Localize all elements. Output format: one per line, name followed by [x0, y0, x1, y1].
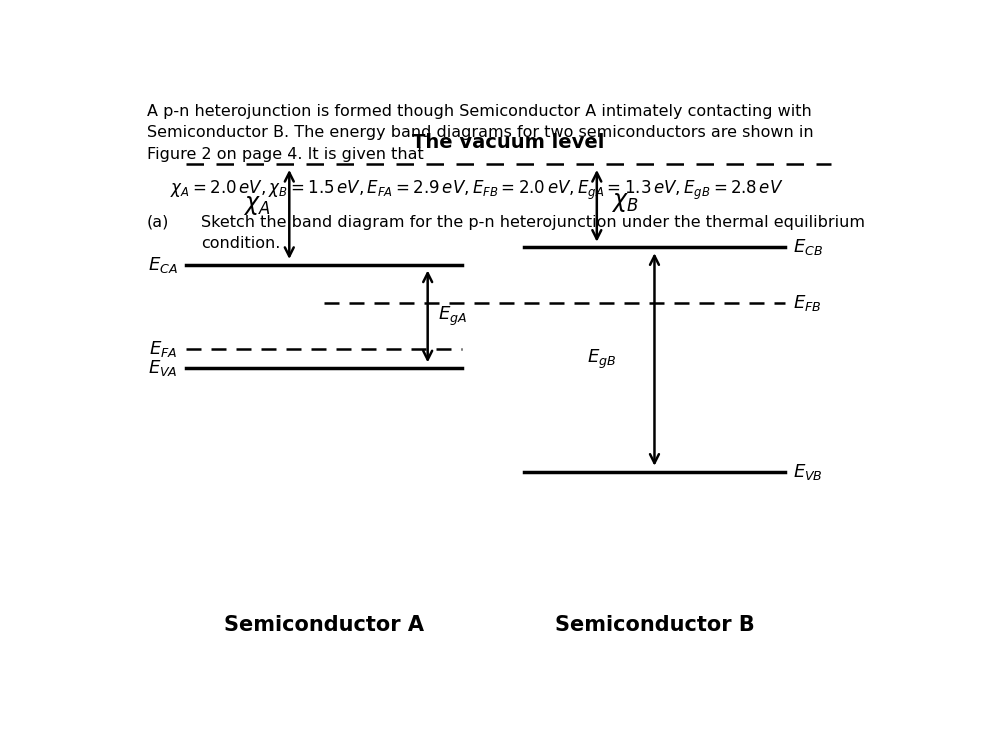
Text: $E_{gB}$: $E_{gB}$ — [587, 348, 616, 371]
Text: $E_{CA}$: $E_{CA}$ — [148, 254, 178, 275]
Text: Semiconductor B: Semiconductor B — [555, 615, 754, 636]
Text: Sketch the band diagram for the p-n heterojunction under the thermal equilibrium: Sketch the band diagram for the p-n hete… — [200, 215, 865, 251]
Text: $\chi_A$: $\chi_A$ — [243, 195, 270, 217]
Text: $E_{gA}$: $E_{gA}$ — [437, 305, 467, 328]
Text: The vacuum level: The vacuum level — [413, 133, 604, 151]
Text: (a): (a) — [147, 215, 170, 230]
Text: $\chi_A = 2.0\,eV, \chi_B = 1.5\,eV, E_{FA} = 2.9\,eV, E_{FB} = 2.0\,eV, E_{gA} : $\chi_A = 2.0\,eV, \chi_B = 1.5\,eV, E_{… — [171, 178, 784, 201]
Text: Semiconductor A: Semiconductor A — [224, 615, 424, 636]
Text: $E_{CB}$: $E_{CB}$ — [793, 237, 823, 257]
Text: $E_{VB}$: $E_{VB}$ — [793, 462, 822, 481]
Text: $\chi_B$: $\chi_B$ — [611, 192, 638, 214]
Text: $E_{FB}$: $E_{FB}$ — [793, 293, 821, 313]
Text: A p-n heterojunction is formed though Semiconductor A intimately contacting with: A p-n heterojunction is formed though Se… — [147, 104, 813, 162]
Text: $E_{FA}$: $E_{FA}$ — [150, 339, 178, 359]
Text: $E_{VA}$: $E_{VA}$ — [148, 358, 178, 378]
